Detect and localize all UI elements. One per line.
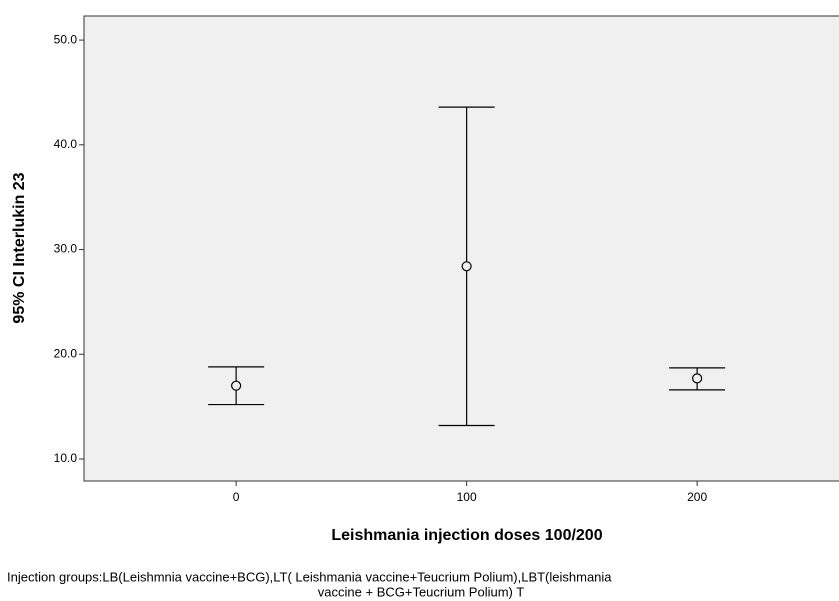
plot-area	[83, 15, 839, 482]
footnote: Injection groups:LB(Leishmnia vaccine+BC…	[7, 569, 612, 584]
x-tick-label: 200	[687, 490, 707, 504]
y-tick-label: 20.0	[54, 346, 78, 360]
y-tick-label: 30.0	[54, 242, 78, 256]
mean-marker	[692, 373, 703, 384]
y-tick-label: 40.0	[54, 137, 78, 151]
footnote: vaccine + BCG+Teucrium Polium) T	[318, 584, 524, 599]
x-tick-label: 0	[233, 490, 240, 504]
y-tick-label: 10.0	[54, 451, 78, 465]
y-axis-label: 95% CI Interlukin 23	[11, 172, 28, 323]
mean-marker	[231, 380, 242, 391]
x-tick-label: 100	[457, 490, 477, 504]
mean-marker	[461, 261, 472, 272]
x-axis-label: Leishmania injection doses 100/200	[331, 527, 602, 544]
y-tick-label: 50.0	[54, 32, 78, 46]
